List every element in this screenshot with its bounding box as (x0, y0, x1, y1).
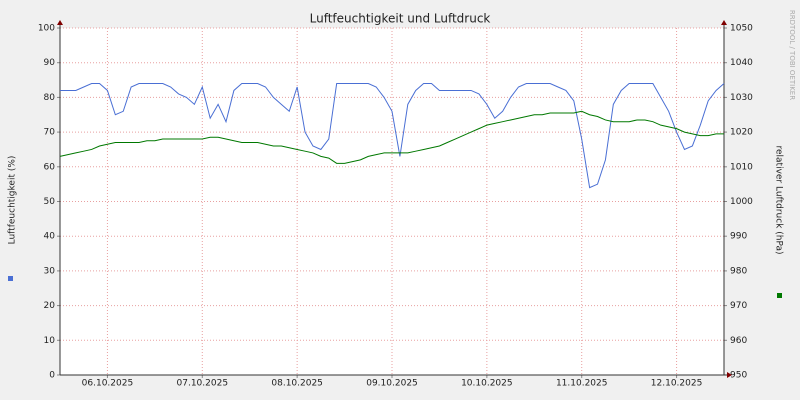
y-tick-label: 80 (44, 93, 56, 103)
axis-arrow (57, 20, 63, 25)
series-line (59, 110, 724, 164)
y2-tick-label: 960 (730, 336, 747, 346)
y-tick-label: 100 (38, 24, 55, 34)
y2-tick-label: 1050 (730, 24, 753, 34)
y2-tick-label: 1030 (730, 93, 753, 103)
x-tick-label: 10.10.2025 (461, 379, 513, 389)
x-tick-label: 08.10.2025 (271, 379, 323, 389)
y2-axis-label: relativer Luftdruck (hPa) (774, 145, 784, 254)
y-tick-label: 60 (44, 162, 56, 172)
y-tick-label: 70 (44, 128, 56, 138)
y2-tick-label: 970 (730, 301, 747, 311)
y2-tick-label: 1010 (730, 162, 753, 172)
axis-arrow (721, 20, 727, 25)
x-tick-label: 12.10.2025 (651, 379, 703, 389)
y-tick-label: 30 (44, 266, 56, 276)
y-tick-label: 20 (44, 301, 56, 311)
y-tick-label: 0 (49, 371, 55, 381)
y-tick-label: 90 (44, 58, 56, 68)
x-tick-label: 06.10.2025 (82, 379, 134, 389)
chart-title: Luftfeuchtigkeit und Luftdruck (310, 12, 491, 26)
y2-tick-label: 1020 (730, 128, 753, 138)
y-axis-label: Luftfeuchtigkeit (%) (8, 156, 18, 245)
legend-swatch (777, 293, 782, 298)
y-tick-label: 10 (44, 336, 56, 346)
y2-tick-label: 980 (730, 266, 747, 276)
y-tick-label: 50 (44, 197, 56, 207)
x-tick-label: 11.10.2025 (556, 379, 608, 389)
y2-tick-label: 990 (730, 232, 747, 242)
axis-arrow (727, 372, 732, 378)
x-tick-label: 07.10.2025 (177, 379, 229, 389)
x-tick-label: 09.10.2025 (366, 379, 418, 389)
watermark: RRDTOOL / TOBI OETIKER (788, 10, 796, 100)
legend-swatch (8, 276, 13, 281)
y2-tick-label: 1040 (730, 58, 753, 68)
y2-tick-label: 1000 (730, 197, 753, 207)
series-line (60, 83, 725, 189)
y2-tick-label: 950 (730, 371, 747, 381)
y-tick-label: 40 (44, 232, 56, 242)
